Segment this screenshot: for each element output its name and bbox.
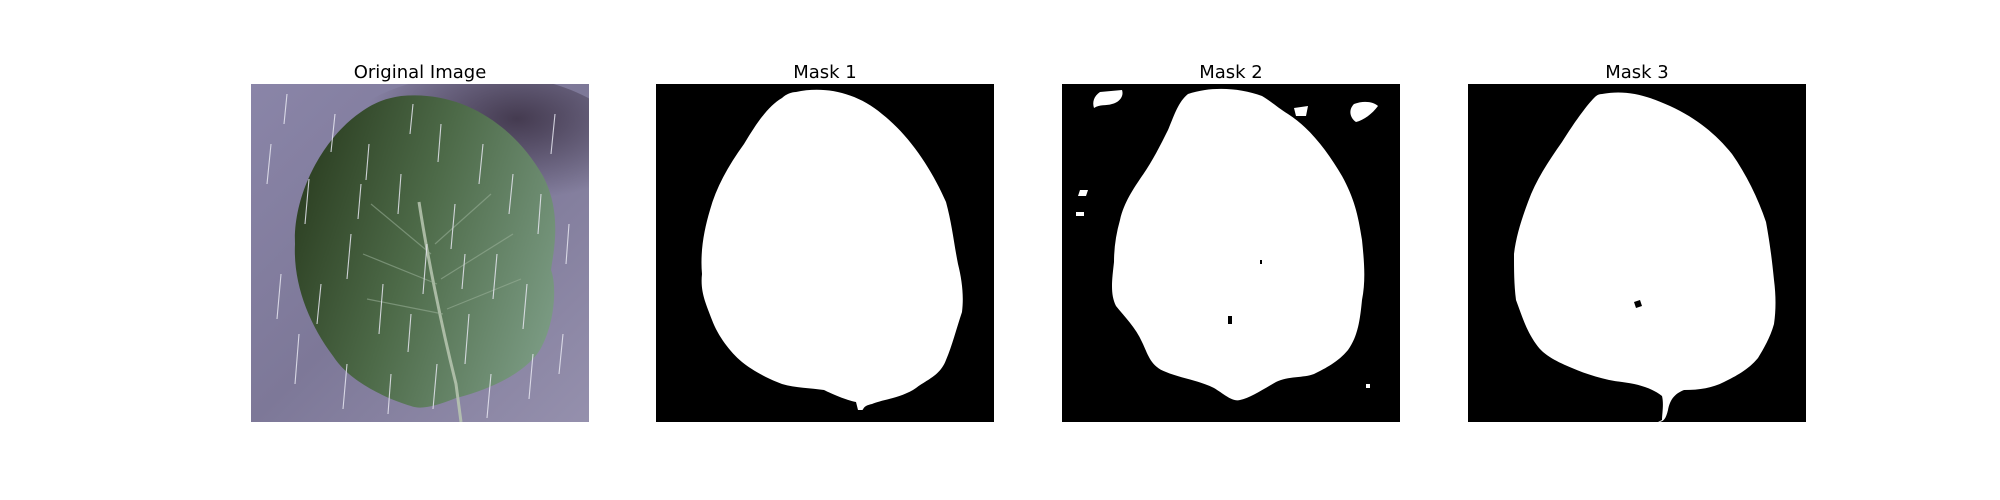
leaf-vein xyxy=(362,193,522,315)
mask-2-image xyxy=(1062,84,1400,422)
panel-title-mask-1: Mask 1 xyxy=(793,62,857,83)
mask-3-image xyxy=(1468,84,1806,422)
panel-title-original: Original Image xyxy=(353,62,487,83)
mask-1-image xyxy=(656,84,994,422)
mask-2-region xyxy=(1112,88,1365,401)
mask-3-hole xyxy=(1634,300,1642,308)
leaf-midrib xyxy=(417,201,463,422)
mask-2-blob xyxy=(1294,106,1308,116)
rain-streaks xyxy=(266,93,570,419)
original-leaf-image xyxy=(251,84,589,422)
mask-2-blob xyxy=(1350,101,1378,122)
mask-1-region xyxy=(701,89,963,410)
mask-3-region xyxy=(1514,92,1776,422)
mask-2-blob xyxy=(1093,90,1123,108)
mask-2-hole xyxy=(1228,316,1232,324)
panel-title-mask-2: Mask 2 xyxy=(1199,62,1263,83)
mask-2-blob xyxy=(1078,190,1088,196)
mask-2-blob xyxy=(1366,384,1370,388)
panel-title-mask-3: Mask 3 xyxy=(1605,62,1669,83)
mask-2-blob xyxy=(1076,212,1084,216)
leaf-shape xyxy=(294,95,556,408)
mask-2-blob xyxy=(1348,294,1354,300)
mask-2-hole xyxy=(1260,260,1262,264)
